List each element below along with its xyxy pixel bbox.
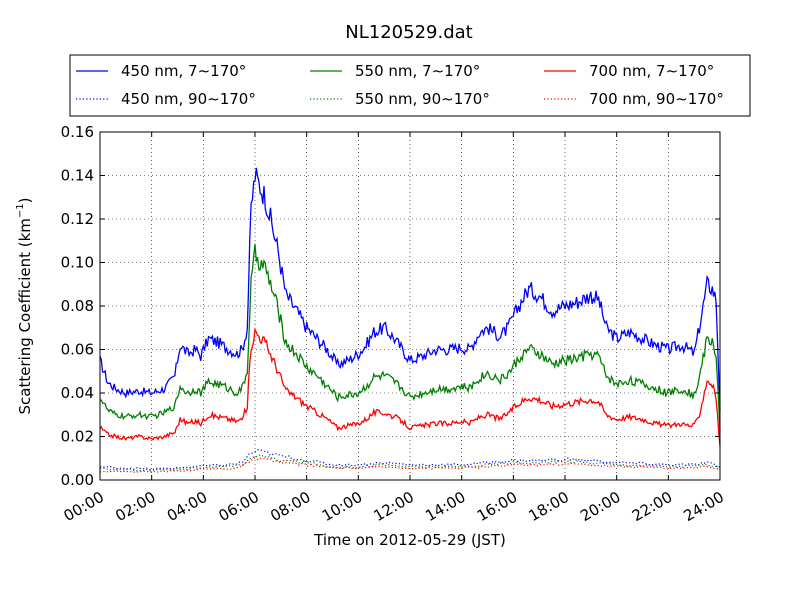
y-tick-label: 0.14	[61, 167, 94, 185]
legend-box	[69, 54, 751, 117]
series-layer	[99, 167, 721, 473]
legend-label: 450 nm, 7∼170°	[121, 62, 246, 80]
y-axis-label-sup: −1	[15, 203, 26, 218]
legend-label: 700 nm, 90∼170°	[589, 90, 724, 108]
series-line	[99, 327, 721, 447]
y-axis-label-tail: )	[16, 197, 34, 203]
y-axis-label: Scattering Coefficient (km−1)	[15, 197, 34, 414]
y-tick-label: 0.12	[61, 210, 94, 228]
y-tick-labels: 0.00 0.02 0.04 0.06 0.08 0.10 0.12 0.14 0.16	[61, 123, 94, 489]
grid	[100, 132, 720, 480]
y-tick-label: 0.10	[61, 254, 94, 272]
legend-label: 550 nm, 90∼170°	[355, 90, 490, 108]
y-tick-label: 0.04	[61, 384, 94, 402]
series-line	[99, 167, 721, 410]
plot-frame	[99, 131, 721, 481]
x-axis-label: Time on 2012-05-29 (JST)	[313, 531, 506, 549]
y-tick-label: 0.00	[61, 471, 94, 489]
series-line	[99, 457, 721, 473]
y-tick-label: 0.06	[61, 341, 94, 359]
chart-title: NL120529.dat	[345, 22, 472, 43]
legend: 450 nm, 7∼170° 550 nm, 7∼170° 700 nm, 7∼17…	[69, 54, 751, 117]
series-line	[99, 449, 720, 470]
y-tick-label: 0.02	[61, 428, 94, 446]
y-tick-label: 0.16	[61, 123, 94, 141]
series-line	[99, 243, 721, 433]
legend-label: 550 nm, 7∼170°	[355, 62, 480, 80]
y-tick-label: 0.08	[61, 297, 94, 315]
legend-label: 450 nm, 90∼170°	[121, 90, 256, 108]
axes	[99, 131, 721, 481]
legend-label: 700 nm, 7∼170°	[589, 62, 714, 80]
series-line	[99, 454, 721, 472]
y-axis-label-main: Scattering Coefficient (km	[16, 218, 34, 414]
